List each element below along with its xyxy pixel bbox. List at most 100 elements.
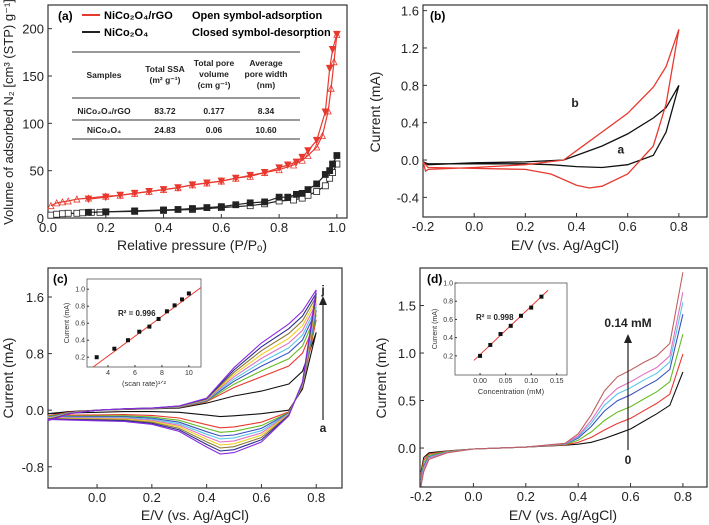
- panel-d-curve-0.14 mM: [420, 272, 684, 487]
- panel-d-inset-ytick-label: 1.0: [443, 281, 453, 288]
- panel-a-data-point: [298, 156, 306, 164]
- panel-a-data-point: [275, 164, 283, 172]
- panel-d-inset-data-point: [478, 353, 483, 358]
- panel-a-data-point: [174, 184, 182, 192]
- panel-c-ytick-label: -0.8: [22, 460, 44, 475]
- panel-b-ytick-label: -0.4: [397, 190, 419, 205]
- panel-a-plot-frame: [47, 4, 348, 219]
- panel-a-data-point: [73, 195, 81, 203]
- panel-d-curve-1: [420, 353, 684, 475]
- panel-a-xtick-label: 1.0: [328, 220, 346, 235]
- panel-a-xtick-label: 0.4: [155, 220, 173, 235]
- panel-d-ytick-label: 0.0: [398, 441, 416, 456]
- panel-d-xtick-label: 0.0: [464, 489, 482, 504]
- panel-a-series-line: [88, 155, 338, 213]
- panel-d-curve-0 mM: [420, 371, 684, 472]
- panel-d-arrow-label-top: 0.14 mM: [604, 316, 651, 330]
- panel-d-plot-frame: [419, 267, 708, 488]
- panel-d-inset-data-point: [539, 294, 544, 299]
- panel-c-inset-data-point: [180, 297, 184, 302]
- panel-d-inset-xlabel: Concentration (mM): [478, 387, 545, 396]
- panel-a-data-point: [283, 161, 292, 170]
- panel-d-ytick-label: 0.5: [398, 394, 416, 409]
- table-header-cell: (cm g⁻¹): [198, 80, 231, 90]
- table-cell: 83.72: [154, 106, 176, 116]
- panel-b-xtick-label: 0.2: [516, 219, 534, 234]
- panel-d-inset-ytick-label: 0.6: [443, 317, 453, 324]
- panel-a-data-point: [321, 108, 330, 117]
- panel-b-curve-a: [422, 84, 680, 169]
- panel-a-ytick-label: 50: [30, 164, 44, 179]
- panel-d-inset-xtick-label: 0.15: [550, 378, 564, 385]
- panel-b-ytick-label: 0.8: [401, 78, 419, 93]
- legend-note-adsorption: Open symbol-adsorption: [192, 10, 322, 22]
- panel-b-ytick-label: 0.0: [401, 153, 419, 168]
- panel-b-curve-label: b: [571, 96, 578, 110]
- panel-a-data-point: [275, 193, 283, 201]
- panel-c-xtick-label: 0.8: [307, 490, 325, 505]
- panel-a-data-point: [246, 199, 254, 207]
- panel-a-ylabel: Volume of adsorbed N₂ [cm³ (STP) g⁻¹]: [1, 0, 16, 225]
- panel-a-data-point: [217, 177, 226, 186]
- panel-b-xtick-label: 0.6: [619, 219, 637, 234]
- panel-a-data-point: [58, 198, 67, 206]
- panel-d-inset-ytick-label: 0.8: [443, 299, 453, 306]
- panel-d-curve-2: [420, 333, 684, 478]
- panel-c-inset-data-point: [147, 324, 152, 329]
- table-header-cell: volume: [199, 69, 229, 79]
- table-header-cell: (m² g⁻¹): [150, 75, 181, 85]
- panel-a-data-point: [328, 45, 337, 54]
- panel-c-inset-ytick-label: 0.2: [75, 355, 85, 362]
- panel-a-data-point: [53, 210, 61, 218]
- panel-c-inset-ytick-label: 0.8: [75, 304, 85, 311]
- panel-c-ytick-label: 1.6: [26, 290, 44, 305]
- panel-a-data-point: [64, 209, 72, 217]
- panel-a-data-point: [203, 179, 211, 188]
- panel-d-ytick-label: 1.0: [398, 346, 416, 361]
- panel-c-inset-xlabel: (scan rate)¹ᐟ²: [122, 379, 167, 388]
- table-cell: 24.83: [154, 125, 176, 135]
- panel-a-data-point: [329, 160, 336, 168]
- panel-a-ytick-label: 100: [22, 116, 44, 131]
- panel-a-data-point: [304, 147, 312, 155]
- panel-a-data-point: [292, 158, 301, 167]
- panel-a-data-point: [231, 174, 240, 183]
- panel-c-ytick-label: 0.8: [26, 347, 44, 362]
- panel-c-inset-ytick-label: 0.6: [75, 321, 85, 328]
- panel-a-data-point: [47, 201, 55, 210]
- panel-a-data-point: [130, 189, 139, 198]
- panel-a-data-point: [304, 151, 312, 159]
- panel-a-data-point: [312, 136, 321, 145]
- panel-b-plot-frame: [422, 4, 708, 218]
- panel-b-xtick-label: 0.4: [567, 219, 585, 234]
- panel-b-xtick-label: 0.0: [465, 219, 483, 234]
- panel-c-arrow-label-top: j: [320, 283, 324, 297]
- panel-a-data-point: [321, 171, 329, 178]
- panel-c-xtick-label: 0.6: [252, 490, 270, 505]
- panel-c-xlabel: E/V (vs. Ag/AgCl): [141, 507, 249, 523]
- panel-a-data-point: [85, 208, 92, 216]
- panel-c-inset-xtick-label: 8: [160, 370, 164, 377]
- panel-a-ytick-label: 150: [22, 69, 44, 84]
- panel-c-inset-data-point: [172, 303, 177, 308]
- table-cell: NiCo₂O₄: [87, 125, 121, 135]
- panel-b-ytick-label: 0.4: [401, 116, 419, 131]
- panel-d-arrow-label-bottom: 0: [625, 453, 632, 467]
- panel-a-data-point: [325, 64, 334, 73]
- panel-a-data-point: [293, 190, 300, 198]
- panel-c-inset-ytick-label: 1.0: [75, 287, 85, 294]
- panel-b-curve-label: a: [617, 142, 624, 156]
- panel-d-inset-ytick-label: 0.4: [443, 335, 453, 342]
- panel-a-data-point: [304, 186, 312, 194]
- panel-c-plot-frame: [47, 267, 343, 489]
- panel-c-arrow-label-bottom: a: [320, 421, 327, 435]
- panel-d-xtick-label: 0.2: [517, 489, 535, 504]
- panel-a-data-point: [290, 196, 297, 204]
- panel-d-inset-xtick-label: 0.00: [473, 378, 487, 385]
- panel-c-xtick-label: 0.4: [198, 490, 216, 505]
- panel-a-data-point: [261, 198, 269, 206]
- panel-a-data-point: [189, 205, 196, 212]
- panel-a-label: (a): [58, 9, 73, 23]
- panel-a-data-point: [102, 208, 110, 216]
